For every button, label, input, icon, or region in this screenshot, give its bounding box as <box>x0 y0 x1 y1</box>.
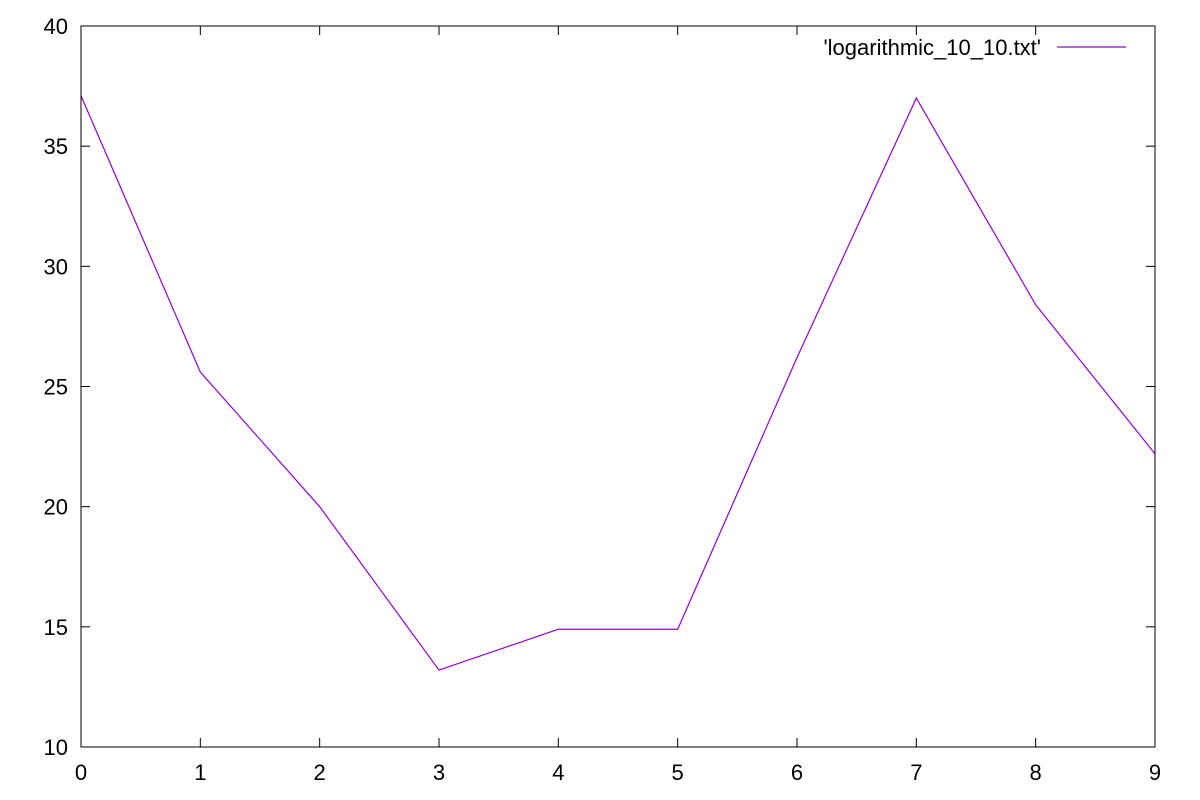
tick-labels: 10 15 20 25 30 35 40 0 1 2 3 4 5 6 7 8 9 <box>44 14 1162 785</box>
x-tick-label: 5 <box>672 760 684 785</box>
plot-frame <box>80 25 1156 748</box>
y-tick-label: 15 <box>44 615 68 640</box>
x-tick-label: 4 <box>552 760 564 785</box>
x-tick-label: 6 <box>791 760 803 785</box>
x-tick-label: 0 <box>75 760 87 785</box>
y-tick-label: 10 <box>44 735 68 760</box>
x-tick-label: 7 <box>910 760 922 785</box>
series-line <box>80 95 1156 671</box>
x-tick-label: 1 <box>194 760 206 785</box>
axis-ticks <box>80 25 1156 748</box>
series-group <box>80 95 1156 671</box>
y-tick-label: 30 <box>44 254 68 279</box>
x-tick-label: 3 <box>433 760 445 785</box>
legend-label: 'logarithmic_10_10.txt' <box>823 35 1041 60</box>
y-tick-label: 35 <box>44 134 68 159</box>
legend: 'logarithmic_10_10.txt' <box>823 35 1126 60</box>
y-tick-label: 20 <box>44 495 68 520</box>
y-tick-label: 25 <box>44 375 68 400</box>
x-tick-label: 2 <box>314 760 326 785</box>
x-tick-label: 8 <box>1030 760 1042 785</box>
x-tick-label: 9 <box>1149 760 1161 785</box>
y-tick-label: 40 <box>44 14 68 39</box>
